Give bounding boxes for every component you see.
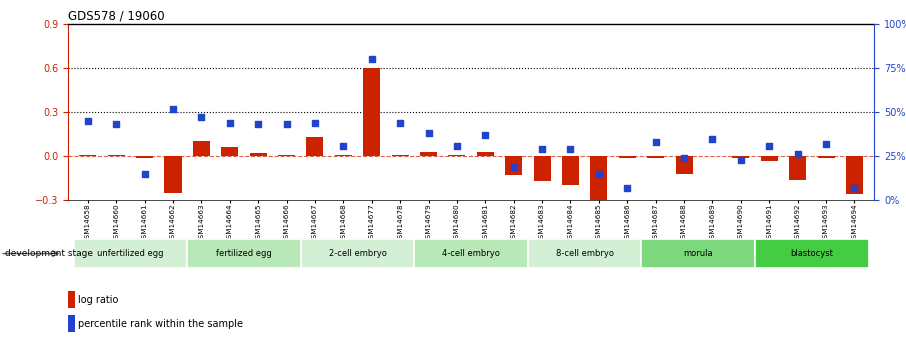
Bar	[562, 156, 579, 186]
Point	[109, 122, 123, 127]
Point	[138, 171, 152, 177]
Point	[336, 143, 351, 148]
Bar	[789, 156, 806, 180]
Point	[364, 57, 379, 62]
Point	[677, 155, 691, 161]
Text: unfertilized egg: unfertilized egg	[97, 249, 164, 258]
Text: development stage: development stage	[5, 249, 92, 258]
Text: 8-cell embryo: 8-cell embryo	[555, 249, 613, 258]
Bar	[676, 156, 692, 174]
Point	[478, 132, 493, 138]
Text: 2-cell embryo: 2-cell embryo	[329, 249, 387, 258]
Bar	[250, 153, 266, 156]
Bar	[534, 156, 551, 181]
Point	[166, 106, 180, 111]
Text: fertilized egg: fertilized egg	[217, 249, 272, 258]
Text: percentile rank within the sample: percentile rank within the sample	[78, 319, 243, 329]
Bar	[755, 239, 869, 268]
Bar	[477, 152, 494, 156]
Bar	[73, 239, 188, 268]
Bar	[817, 156, 834, 158]
Bar	[448, 155, 466, 156]
Text: morula: morula	[683, 249, 713, 258]
Bar	[414, 239, 528, 268]
Bar	[761, 156, 777, 160]
Bar	[420, 152, 437, 156]
Point	[449, 143, 464, 148]
Bar	[619, 156, 636, 158]
Bar	[193, 141, 210, 156]
Point	[564, 146, 578, 152]
Bar	[732, 156, 749, 158]
Text: log ratio: log ratio	[78, 295, 119, 305]
Point	[251, 122, 265, 127]
Bar	[80, 155, 96, 156]
Point	[592, 171, 606, 177]
Point	[705, 136, 719, 141]
Point	[81, 118, 95, 124]
Bar	[108, 155, 125, 156]
Point	[762, 143, 776, 148]
Point	[649, 139, 663, 145]
Point	[393, 120, 408, 126]
Bar	[278, 155, 295, 156]
Bar	[506, 156, 522, 175]
Bar	[221, 147, 238, 156]
Point	[535, 146, 549, 152]
Bar	[363, 68, 381, 156]
Bar	[301, 239, 414, 268]
Text: GDS578 / 19060: GDS578 / 19060	[68, 10, 165, 23]
Bar	[335, 155, 352, 156]
Point	[279, 122, 294, 127]
Bar	[846, 156, 863, 194]
Point	[790, 151, 805, 157]
Point	[734, 157, 748, 162]
Bar	[136, 156, 153, 158]
Point	[506, 164, 521, 169]
Point	[847, 185, 862, 190]
Bar	[591, 156, 607, 203]
Bar	[68, 291, 75, 308]
Point	[223, 120, 237, 126]
Bar	[528, 239, 641, 268]
Bar	[68, 315, 75, 332]
Text: 4-cell embryo: 4-cell embryo	[442, 249, 500, 258]
Bar	[641, 239, 755, 268]
Point	[819, 141, 834, 147]
Bar	[165, 156, 181, 193]
Bar	[391, 155, 409, 156]
Point	[421, 130, 436, 136]
Text: blastocyst: blastocyst	[790, 249, 834, 258]
Bar	[188, 239, 301, 268]
Point	[308, 120, 323, 126]
Bar	[306, 137, 323, 156]
Point	[194, 115, 208, 120]
Bar	[647, 156, 664, 158]
Point	[620, 185, 634, 190]
